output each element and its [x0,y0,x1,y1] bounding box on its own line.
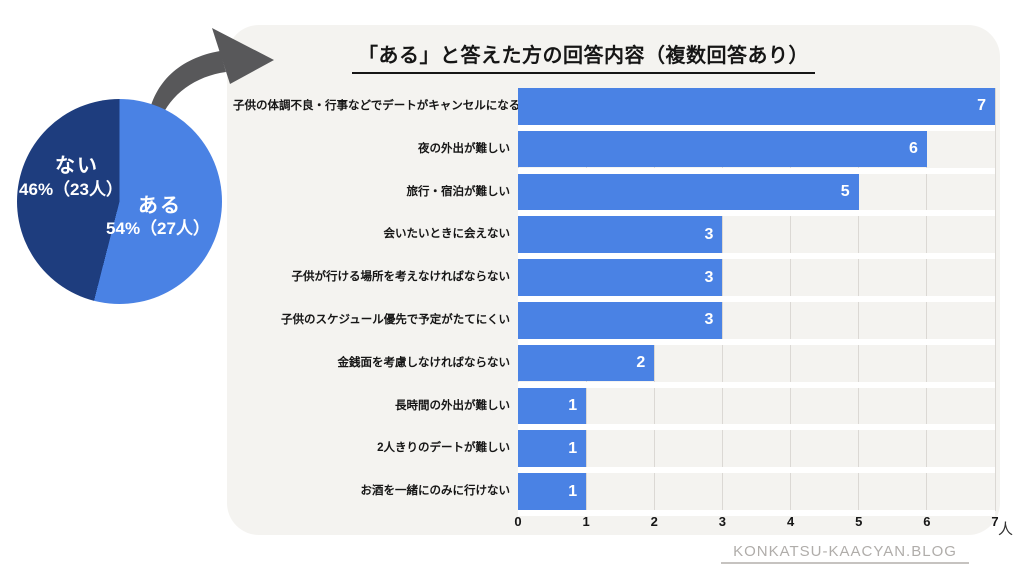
bar-category-label: 金銭面を考慮しなければならない [337,356,511,369]
pie-slice-detail-aru: 54%（27人） [106,219,210,238]
pie-slice-label-aru: ある [138,195,182,217]
x-tick-label: 0 [514,514,522,529]
bar-value-label: 3 [704,225,714,243]
bar: 6 [518,130,927,168]
site-credit-text: KONKATSU-KAACYAN.BLOG [721,543,969,564]
x-axis-unit-label: 人 [998,521,1014,538]
bar-value-label: 1 [568,482,578,500]
bar-row-separator [518,381,995,388]
bar-category-label: 子供の体調不良・行事などでデートがキャンセルになる [233,100,521,112]
x-tick-label: 1 [582,514,590,529]
bar: 5 [518,173,859,211]
bar-category-label: 子供のスケジュール優先で予定がたてにくい [281,314,510,326]
bar-row-separator [518,509,995,516]
curved-arrow-icon [148,28,274,121]
x-tick-label: 4 [786,514,795,529]
x-tick-label: 3 [718,514,727,529]
bar-value-label: 3 [704,268,714,286]
bar: 3 [518,259,723,296]
gridline [994,88,996,511]
bar-category-label: 長時間の外出が難しい [395,399,510,412]
bar: 1 [518,473,587,510]
bar-category-label: お酒を一緒にのみに行けない [360,485,511,498]
bar: 7 [518,88,995,125]
bar-row-separator [518,210,995,217]
bar-row-separator [518,295,995,302]
bar-value-label: 1 [568,396,578,414]
bar-value-label: 6 [908,140,918,158]
bar-value-label: 1 [568,439,578,457]
bar-chart-title: 「ある」と答えた方の回答内容（複数回答あり） [227,39,940,74]
bar-chart-title-text: 「ある」と答えた方の回答内容（複数回答あり） [352,39,815,74]
x-tick-label: 2 [650,514,658,529]
pie-slice-label-nai: ない [55,155,99,177]
bar-category-label: 夜の外出が難しい [418,142,510,155]
bar-row-separator [518,167,995,174]
x-tick-label: 7 [991,514,999,529]
site-credit: KONKATSU-KAACYAN.BLOG [700,543,990,564]
bar-value-label: 2 [636,354,646,372]
x-tick-label: 6 [923,514,931,529]
bar: 3 [518,216,723,254]
bar: 1 [518,387,587,425]
bar-chart-panel: 「ある」と答えた方の回答内容（複数回答あり） 子供の体調不良・行事などでデートが… [227,25,1013,538]
bar-row-separator [518,124,995,131]
bar-category-label: 旅行・宿泊が難しい [406,185,511,198]
pie-slice-detail-nai: 46%（23人） [19,180,123,199]
pie-chart: ない 46%（23人） ある 54%（27人） [17,99,222,304]
bar-row-separator [518,467,995,474]
bar: 1 [518,430,587,468]
bar: 3 [518,302,723,339]
bar-value-label: 5 [840,182,850,200]
bar-row-separator [518,253,995,260]
bar: 2 [518,344,655,382]
bar-row-separator [518,338,995,345]
bar-category-label: 2人きりのデートが難しい [377,442,510,455]
bar-category-label: 子供が行ける場所を考えなければならない [291,271,511,284]
x-tick-label: 5 [855,514,863,529]
bar-value-label: 7 [977,97,986,115]
bar-category-label: 会いたいときに会えない [383,228,511,241]
bar-row-separator [518,424,995,431]
bar-value-label: 3 [704,311,714,329]
